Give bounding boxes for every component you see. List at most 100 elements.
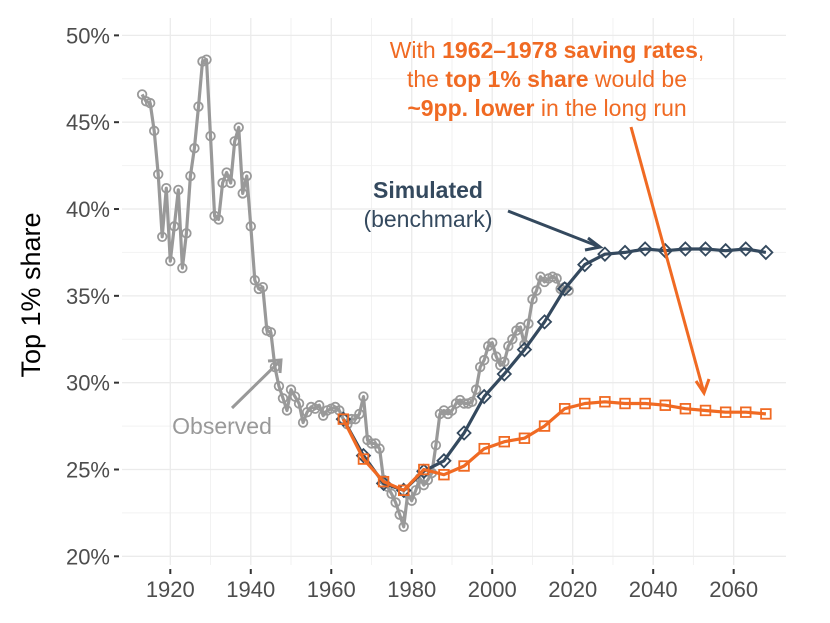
observed-point (225, 177, 236, 189)
counterfactual-point (357, 453, 370, 465)
counterfactual-point (619, 397, 631, 410)
observed-point (297, 417, 309, 428)
simulated-point (516, 341, 533, 358)
observed-point (265, 327, 277, 338)
observed-point (430, 439, 442, 451)
observed-point (374, 443, 385, 454)
counterfactual-point (699, 404, 712, 417)
simulated-point (536, 314, 553, 330)
observed-point (193, 101, 204, 112)
observed-point (205, 130, 216, 142)
counterfactual-arrow (629, 126, 711, 397)
observed-point (386, 488, 397, 500)
observed-line (140, 58, 570, 529)
observed-point (478, 354, 490, 366)
counterfactual-point (438, 469, 450, 481)
observed-point (221, 167, 232, 178)
simulated-line (341, 247, 767, 492)
x-tick-label: 1980 (387, 577, 436, 602)
simulated-sublabel: (benchmark) (363, 206, 492, 232)
observed-point (406, 495, 417, 506)
counterfactual-point (538, 420, 551, 432)
simulated-point (436, 453, 452, 469)
counterfactual-point (659, 399, 671, 411)
observed-point (249, 275, 261, 286)
simulated-point (697, 241, 714, 257)
observed-point (237, 188, 248, 199)
simulated-point (456, 425, 472, 441)
observed-point (245, 221, 256, 232)
observed-point (201, 54, 212, 65)
counterfactual-point (478, 442, 490, 455)
counterfactual-point (337, 413, 350, 425)
counterfactual-label-line1: With 1962–1978 saving rates, (390, 37, 705, 63)
counterfactual-point (679, 403, 692, 415)
observed-point (531, 285, 542, 296)
observed-point (273, 380, 285, 392)
observed-series (136, 54, 574, 532)
cf-text-bold: ~9pp. lower (407, 95, 534, 121)
cf-text-bold: 1962–1978 saving rates (442, 37, 698, 63)
observed-point (466, 396, 478, 407)
counterfactual-point (639, 397, 651, 410)
observed-point (169, 221, 180, 232)
counterfactual-point (558, 403, 571, 415)
cf-text: the (407, 66, 445, 92)
observed-point (177, 262, 188, 274)
counterfactual-point (740, 406, 752, 418)
x-tick-label: 1940 (226, 577, 275, 602)
plot-area (136, 54, 774, 532)
observed-point (366, 438, 377, 449)
x-tick-label: 2060 (709, 577, 758, 602)
counterfactual-point (418, 463, 430, 476)
cf-text-bold: top 1% share (445, 66, 588, 92)
axes: 1920 1940 1960 1980 2000 2020 2040 2060 20% 25% 30… (66, 23, 758, 602)
simulated-label: Simulated (373, 177, 483, 203)
observed-point (281, 405, 293, 416)
counterfactual-point (518, 432, 531, 444)
counterfactual-point (719, 406, 732, 418)
observed-point (491, 351, 502, 362)
observed-point (241, 170, 252, 182)
counterfactual-point (760, 408, 772, 420)
y-tick-label: 20% (66, 544, 110, 569)
y-tick-label: 35% (66, 284, 110, 309)
counterfactual-point (498, 436, 511, 448)
counterfactual-label-line3: ~9pp. lower in the long run (407, 95, 686, 121)
observed-point (181, 228, 192, 239)
cf-text: in the long run (535, 95, 687, 121)
x-tick-label: 2020 (548, 577, 597, 602)
observed-point (277, 393, 289, 404)
y-axis-label: Top 1% share (16, 212, 46, 377)
counterfactual-point (397, 484, 410, 497)
observed-point (165, 255, 176, 267)
observed-point (148, 125, 160, 137)
simulated-point (476, 388, 492, 405)
counterfactual-point (599, 396, 611, 408)
cf-text: would be (589, 66, 687, 92)
observed-label: Observed (172, 413, 272, 439)
x-tick-label: 1960 (307, 577, 356, 602)
x-tick-label: 2040 (629, 577, 678, 602)
observed-point (346, 413, 357, 425)
observed-point (233, 122, 244, 133)
counterfactual-point (458, 460, 470, 472)
counterfactual-series (337, 396, 772, 497)
observed-point (161, 182, 172, 194)
simulated-point (577, 256, 593, 273)
simulated-point (717, 242, 734, 259)
observed-point (487, 337, 498, 348)
cf-text: With (390, 37, 442, 63)
counterfactual-line (341, 400, 767, 492)
simulated-point (677, 241, 694, 257)
simulated-point (758, 244, 774, 261)
observed-point (354, 408, 365, 420)
observed-arrow (230, 358, 283, 410)
simulated-point (637, 241, 653, 257)
observed-point (293, 398, 305, 409)
x-tick-label: 1920 (146, 577, 195, 602)
simulated-point (617, 244, 633, 261)
observed-point (313, 400, 325, 411)
observed-point (157, 231, 168, 243)
